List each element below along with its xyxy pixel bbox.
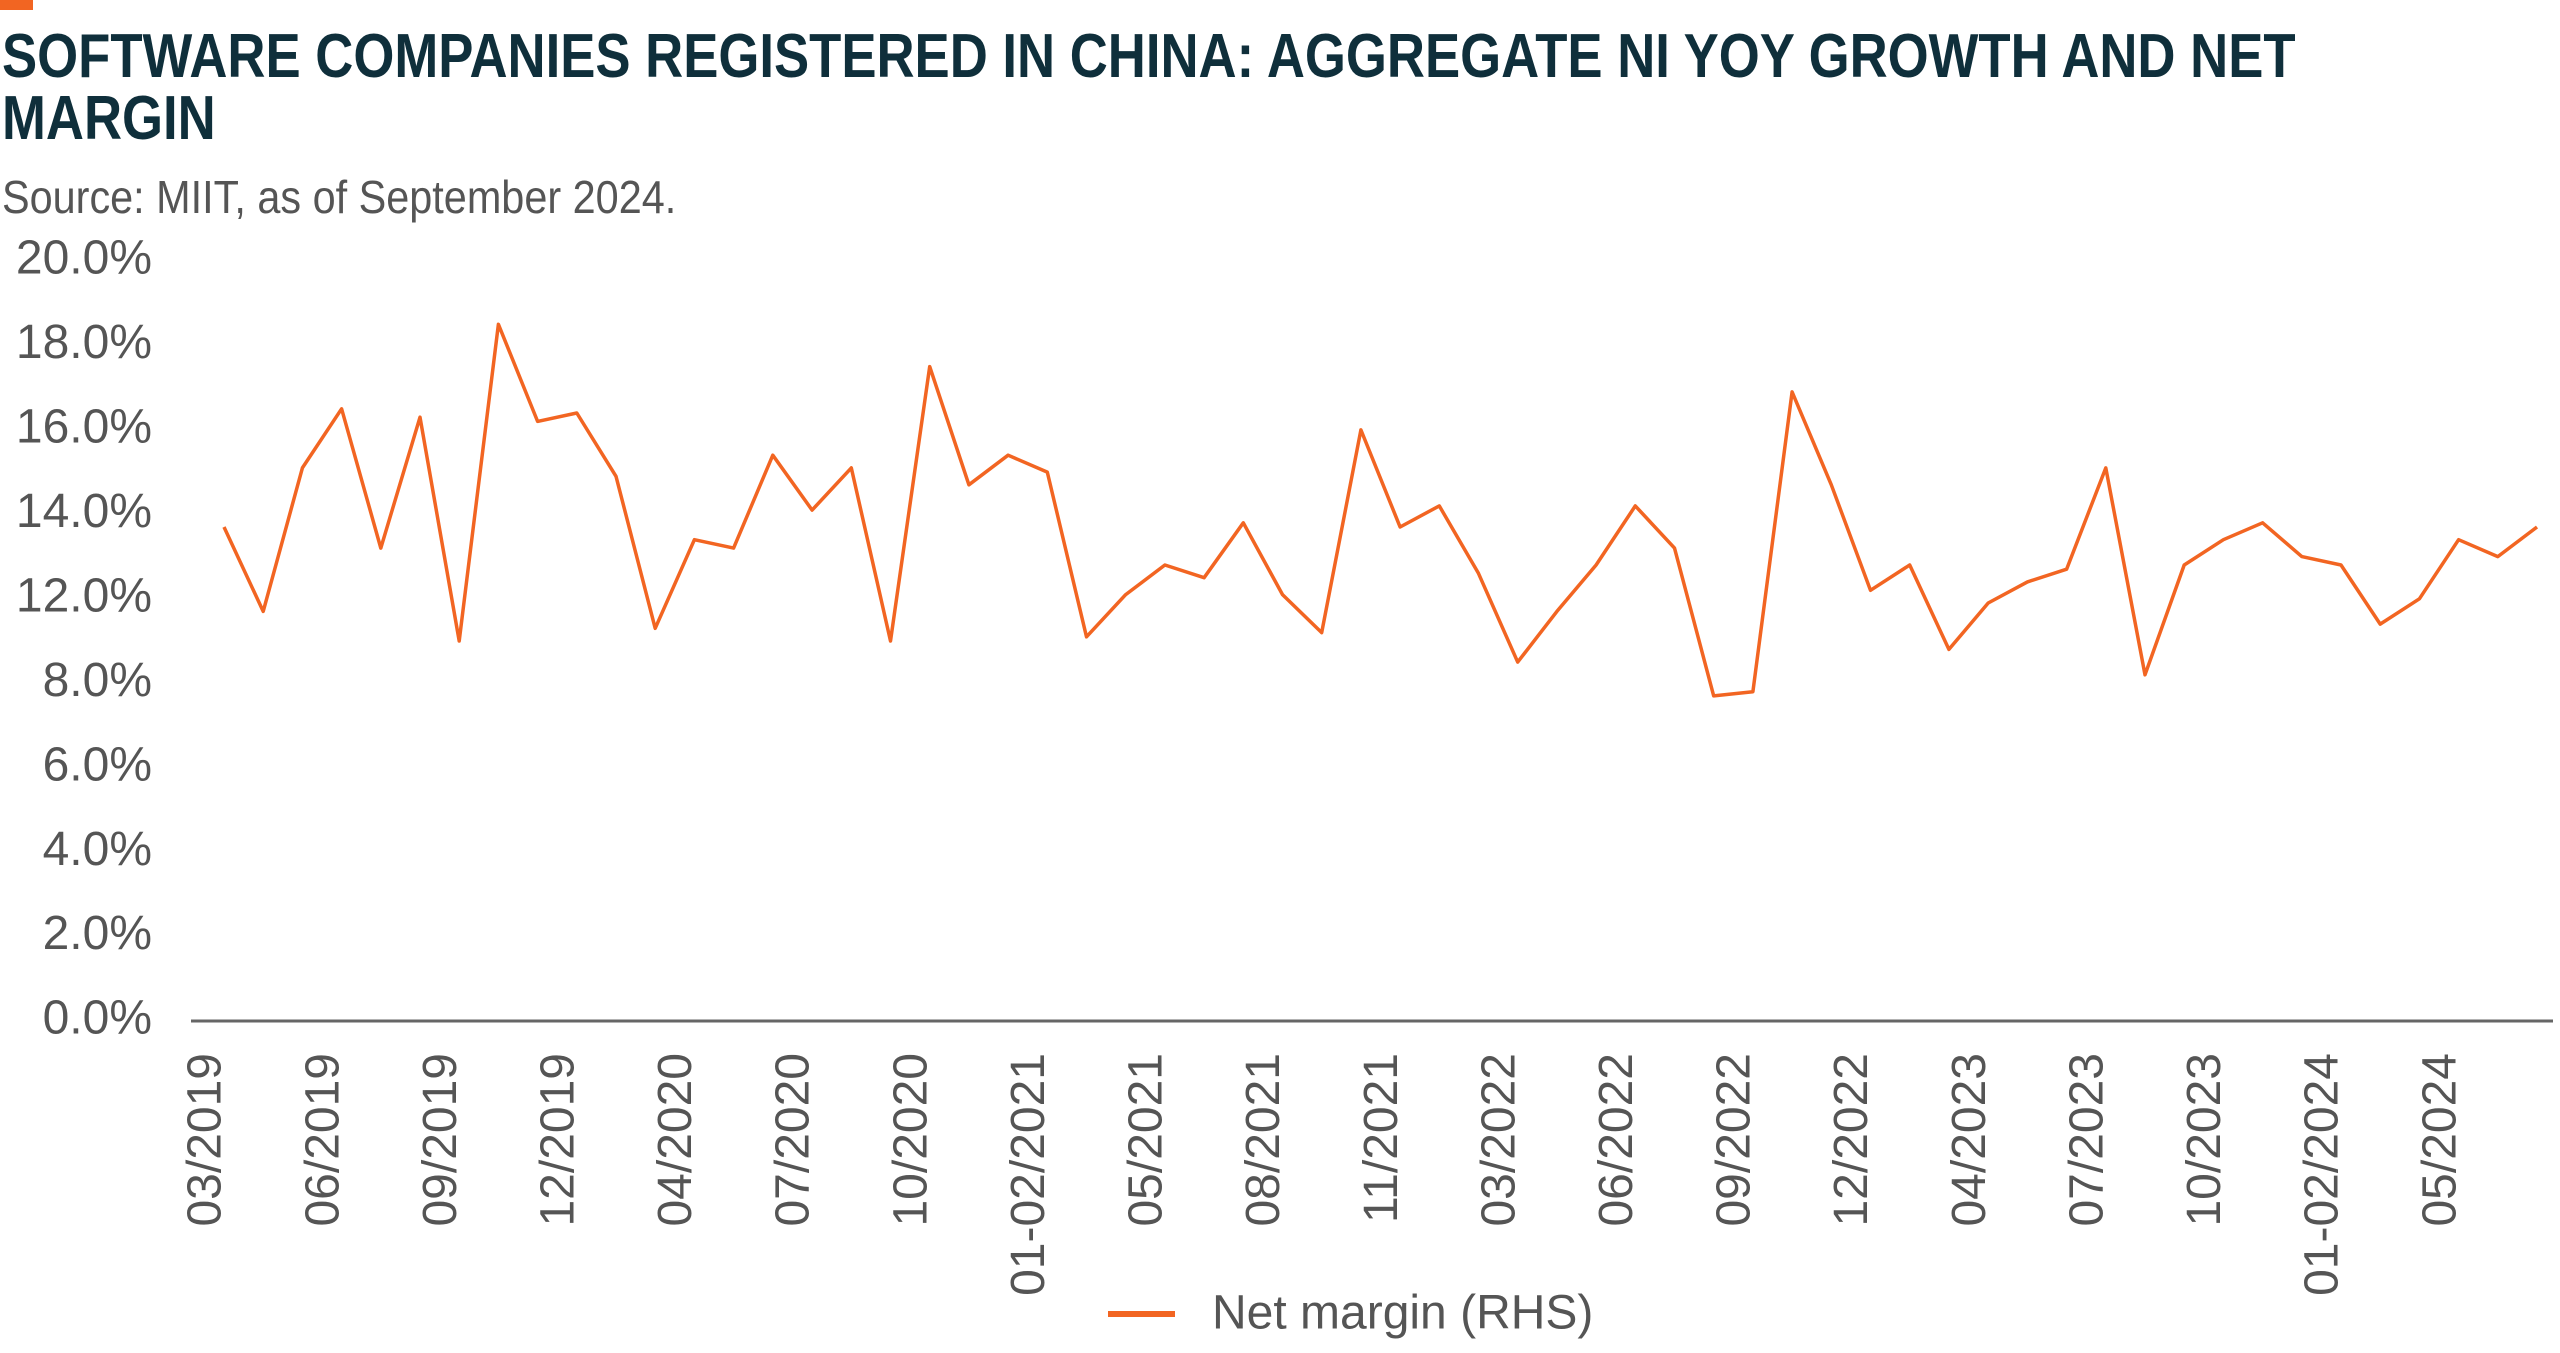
y-tick-label: 14.0%: [16, 485, 152, 538]
x-tick-label: 10/2023: [2178, 1053, 2231, 1227]
x-tick-label: 09/2019: [414, 1053, 467, 1227]
x-tick-label: 05/2021: [1120, 1053, 1173, 1227]
x-tick-label: 01-02/2024: [2296, 1053, 2349, 1296]
x-tick-label: 09/2022: [1708, 1053, 1761, 1227]
x-tick-label: 07/2023: [2060, 1053, 2113, 1227]
chart-title: SOFTWARE COMPANIES REGISTERED IN CHINA: …: [2, 22, 2296, 153]
chart-subtitle: Source: MIIT, as of September 2024.: [2, 171, 677, 223]
x-tick-label: 08/2021: [1237, 1053, 1290, 1227]
x-tick-label: 03/2022: [1472, 1053, 1525, 1227]
x-tick-label: 10/2020: [884, 1053, 937, 1227]
x-tick-label: 01-02/2021: [1002, 1053, 1055, 1296]
x-tick-label: 04/2020: [649, 1053, 702, 1227]
y-tick-label: 8.0%: [43, 654, 152, 707]
x-tick-label: 05/2024: [2413, 1053, 2466, 1227]
x-tick-label: 06/2022: [1590, 1053, 1643, 1227]
accent-bar: [0, 0, 33, 10]
legend-label: Net margin (RHS): [1212, 1287, 1593, 1340]
y-tick-label: 16.0%: [16, 401, 152, 454]
x-tick-label: 04/2023: [1943, 1053, 1996, 1227]
x-tick-label: 03/2019: [179, 1053, 232, 1227]
y-tick-label: 2.0%: [43, 907, 152, 960]
x-tick-label: 12/2019: [532, 1053, 585, 1227]
x-tick-label: 11/2021: [1355, 1053, 1408, 1223]
line-series: [222, 322, 2539, 698]
y-tick-label: 18.0%: [16, 316, 152, 369]
x-tick-label: 12/2022: [1825, 1053, 1878, 1227]
y-tick-label: 4.0%: [43, 823, 152, 876]
y-tick-label: 0.0%: [43, 992, 152, 1045]
x-tick-label: 06/2019: [296, 1053, 349, 1227]
x-tick-label: 07/2020: [767, 1053, 820, 1227]
y-tick-label: 20.0%: [16, 232, 152, 285]
y-tick-label: 12.0%: [16, 569, 152, 622]
y-tick-label: 6.0%: [43, 738, 152, 791]
